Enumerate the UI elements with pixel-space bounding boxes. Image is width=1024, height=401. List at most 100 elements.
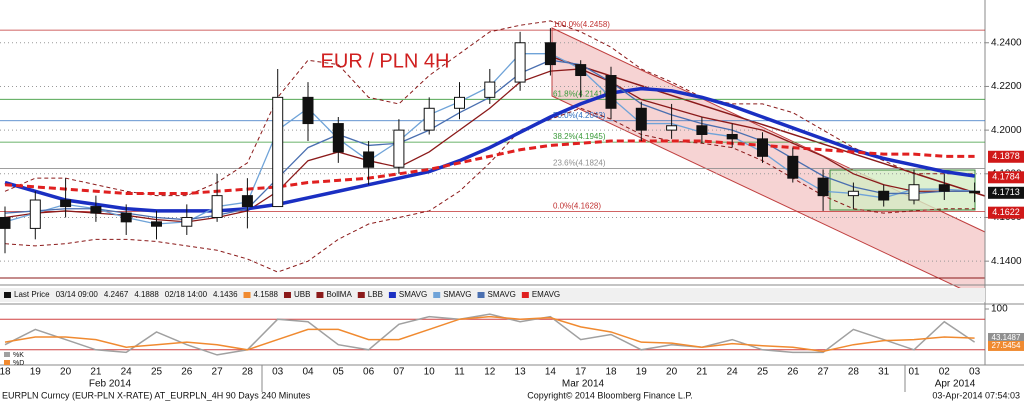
month-label: Mar 2014 (562, 379, 605, 390)
legend-swatch (4, 352, 10, 357)
candle-body (302, 96, 314, 125)
footer-right: 03-Apr-2014 07:54:03 (932, 390, 1020, 400)
candle-body (241, 195, 253, 208)
legend-text: 4.1436 (213, 290, 238, 299)
candle-body (151, 221, 162, 227)
month-label: Apr 2014 (935, 379, 976, 390)
legend-swatch (357, 292, 365, 298)
candle-body (484, 81, 496, 98)
price-flag-label: 27.5454 (992, 341, 1021, 350)
footer-left: EURPLN Curncy (EUR-PLN X-RATE) AT_EURPLN… (2, 390, 311, 400)
x-tick-label: 24 (727, 367, 739, 378)
candle-body (969, 190, 981, 194)
x-tick-label: 03 (272, 367, 284, 378)
x-tick-label: 01 (908, 367, 920, 378)
y-tick-label: 4.2200 (991, 81, 1022, 92)
x-tick-label: 07 (393, 367, 405, 378)
candle-body (666, 125, 678, 131)
candle-body (817, 177, 829, 197)
indicator-line (4, 139, 975, 195)
price-flag (988, 186, 1024, 199)
indicator-line (4, 68, 975, 223)
price-flag-label: 4.1784 (992, 172, 1020, 182)
candle-body (272, 96, 284, 208)
x-tick-label: 20 (666, 367, 678, 378)
candle-body (847, 190, 859, 197)
indicator-line (4, 86, 975, 213)
legend-swatch (243, 292, 251, 298)
x-tick-label: 18 (0, 367, 11, 378)
candle-body (787, 155, 799, 179)
price-flag-label: 43.1487 (992, 333, 1021, 342)
x-tick-label: 14 (545, 367, 557, 378)
x-tick-label: 13 (515, 367, 527, 378)
legend-bar (0, 288, 985, 302)
price-flag (988, 206, 1024, 219)
legend-entry: EMAVG (532, 290, 560, 299)
fib-label: 23.6%(4.1824) (553, 159, 606, 168)
legend-swatch (477, 292, 485, 298)
candle-body (332, 123, 344, 153)
legend-entry: SMAVG (443, 290, 471, 299)
price-flag-label: 4.1878 (992, 151, 1020, 161)
legend-entry: BollMA (326, 290, 352, 299)
candle-body (211, 195, 223, 218)
candle-body (575, 64, 587, 77)
x-tick-label: 11 (454, 367, 465, 378)
candle-body (393, 129, 405, 168)
x-tick-label: 20 (60, 367, 72, 378)
x-tick-label: 24 (121, 367, 133, 378)
y-tick-label: 100 (991, 304, 1008, 315)
candle-body (635, 107, 647, 131)
candle-body (938, 184, 950, 192)
candle-body (757, 138, 768, 157)
x-tick-label: 27 (818, 367, 830, 378)
candle-body (726, 133, 738, 140)
candle-body (363, 151, 375, 168)
fib-label: 100.0%(4.2458) (553, 20, 610, 29)
legend-entry: %D (13, 360, 24, 367)
x-tick-label: 26 (787, 367, 799, 378)
legend-swatch (521, 292, 529, 298)
x-tick-label: 06 (363, 367, 375, 378)
x-tick-label: 25 (757, 367, 769, 378)
legend-text: 03/14 09:00 (56, 290, 99, 299)
x-tick-label: 17 (575, 367, 587, 378)
price-flag (988, 340, 1024, 351)
x-tick-label: 05 (333, 367, 345, 378)
fib-label: 38.2%(4.1945) (553, 132, 606, 141)
candle-body (181, 216, 193, 227)
x-tick-label: 25 (151, 367, 163, 378)
fib-label: 50.0%(4.2043) (553, 111, 606, 120)
x-tick-label: 19 (30, 367, 42, 378)
legend-text: 4.1888 (134, 290, 159, 299)
candle-body (454, 96, 465, 109)
x-tick-label: 10 (424, 367, 436, 378)
price-flag-label: 4.1622 (992, 207, 1020, 217)
x-tick-label: 31 (878, 367, 890, 378)
fib-label: 0.0%(4.1628) (553, 201, 601, 210)
legend-text: 02/18 14:00 (165, 290, 208, 299)
x-tick-label: 21 (696, 367, 708, 378)
footer-center: Copyright© 2014 Bloomberg Finance L.P. (527, 390, 693, 400)
candle-body (696, 125, 708, 135)
y-tick-label: 4.2400 (991, 37, 1022, 48)
oscillator-line (4, 315, 975, 353)
legend-swatch (433, 292, 441, 298)
legend-entry: SMAVG (399, 290, 427, 299)
y-tick-label: 4.2000 (991, 125, 1022, 136)
legend-entry: UBB (294, 290, 310, 299)
x-tick-label: 12 (484, 367, 496, 378)
x-tick-label: 02 (939, 367, 951, 378)
legend-swatch (4, 292, 11, 298)
candle-body (0, 216, 11, 229)
y-tick-label: 4.1400 (991, 256, 1022, 267)
candle-body (878, 190, 890, 201)
legend-entry: SMAVG (488, 290, 516, 299)
legend-swatch (4, 360, 10, 365)
legend-swatch (316, 292, 324, 298)
x-tick-label: 28 (848, 367, 860, 378)
indicator-line (4, 107, 975, 273)
month-label: Feb 2014 (89, 379, 132, 390)
